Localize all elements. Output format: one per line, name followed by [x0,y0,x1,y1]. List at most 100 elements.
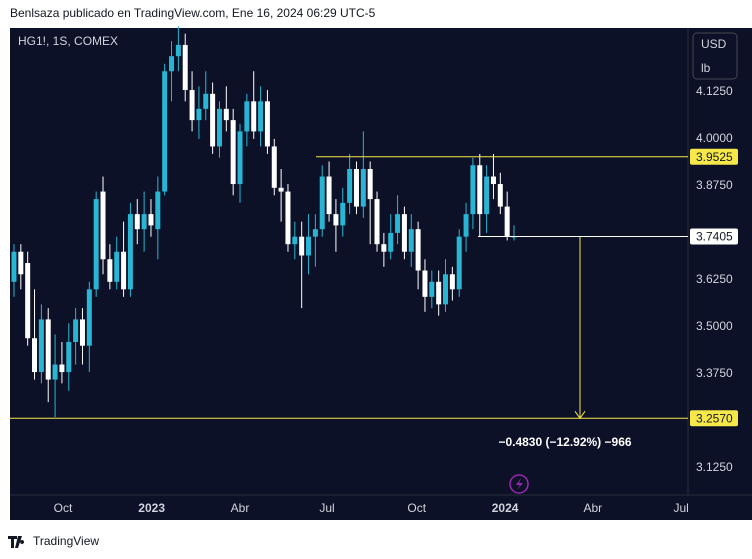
candle-body [484,176,490,215]
candle-body [11,251,17,282]
candle-body [25,263,31,339]
candle-body [497,184,503,207]
candle-body [381,244,387,252]
plot-background [10,28,752,520]
candle-body [470,165,476,215]
candle-body [203,93,209,109]
candle-body [244,101,250,132]
candle-body [408,229,414,252]
x-tick-label: 2023 [138,501,165,515]
candle-body [463,214,469,237]
candle-body [210,93,216,147]
candle-body [155,191,161,230]
y-tick-label: 4.0000 [696,131,733,145]
candle-body [162,71,168,192]
candle-body [449,274,455,290]
candle-body [292,236,298,245]
measure-label: −0.4830 (−12.92%) −966 [498,435,631,449]
unit-box[interactable] [692,32,738,80]
candle-body [436,281,442,305]
candle-body [127,214,133,290]
price-tag [690,410,738,427]
candle-body [216,108,222,147]
candle-body [395,214,401,233]
candle-body [38,319,44,373]
candle-body [477,165,483,215]
price-tag-label: 3.9525 [696,150,733,164]
candle-body [141,214,147,230]
x-tick-label: Jul [319,501,334,515]
candle-body [353,169,359,207]
candle-body [32,338,38,373]
candle-body [59,364,65,373]
candle-body [312,229,318,237]
y-tick-label: 3.5000 [696,319,733,333]
candle-body [134,214,140,230]
candle-body [285,191,291,245]
price-tag-label: 3.7405 [696,230,733,244]
candle-body [52,364,58,380]
x-tick-label: 2024 [492,501,519,515]
event-icon[interactable] [509,474,529,494]
candle-body [374,199,380,245]
unit-label: lb [701,61,711,75]
price-tag-label: 3.2570 [696,411,733,425]
candle-body [333,214,339,226]
candle-body [264,101,270,147]
x-tick-label: Abr [583,501,602,515]
candle-body [169,56,175,72]
candle-body [79,319,85,346]
candle-body [223,108,229,121]
candle-body [367,169,373,200]
currency-label: USD [701,37,727,51]
candle-body [415,229,421,271]
candle-body [504,206,510,237]
candle-body [175,44,181,57]
candle-body [422,270,428,297]
candle-body [388,232,394,252]
candle-body [443,274,449,305]
candle-body [360,169,366,207]
brand-logo [8,536,25,548]
event-icon [516,478,523,490]
candle-body [93,199,99,290]
candle-body [299,236,305,256]
candle-body [490,176,496,185]
candle-body [258,101,264,132]
measure-arrow [574,411,586,420]
candle-body [196,108,202,121]
candle-body [271,146,277,188]
y-tick-label: 3.3750 [696,366,733,380]
candle-body [230,120,236,185]
candle-body [114,251,120,282]
candle-body [347,169,353,203]
x-tick-label: Oct [407,501,426,515]
price-tag [690,228,738,245]
candle-body [340,202,346,226]
header-text: Benlsaza publicado en TradingView.com, E… [10,6,376,20]
candle-body [429,281,435,297]
x-tick-label: Jul [673,501,688,515]
candle-body [86,289,92,346]
y-tick-label: 3.1250 [696,460,733,474]
candle-body [456,236,462,290]
candle-body [319,176,325,230]
candle-body [189,90,195,121]
symbol-label: HG1!, 1S, COMEX [18,34,118,48]
y-tick-label: 3.6250 [696,272,733,286]
candle-body [45,319,51,380]
candle-body [107,259,113,282]
candle-body [148,214,154,226]
candle-body [182,44,188,91]
candle-body [237,131,243,185]
candle-body [401,214,407,252]
candle-body [278,187,284,192]
candle-body [121,251,127,290]
candle-body [326,176,332,215]
candle-body [306,236,312,256]
candle-body [100,191,106,260]
brand-name: TradingView [33,534,99,548]
candle-body [18,251,24,275]
